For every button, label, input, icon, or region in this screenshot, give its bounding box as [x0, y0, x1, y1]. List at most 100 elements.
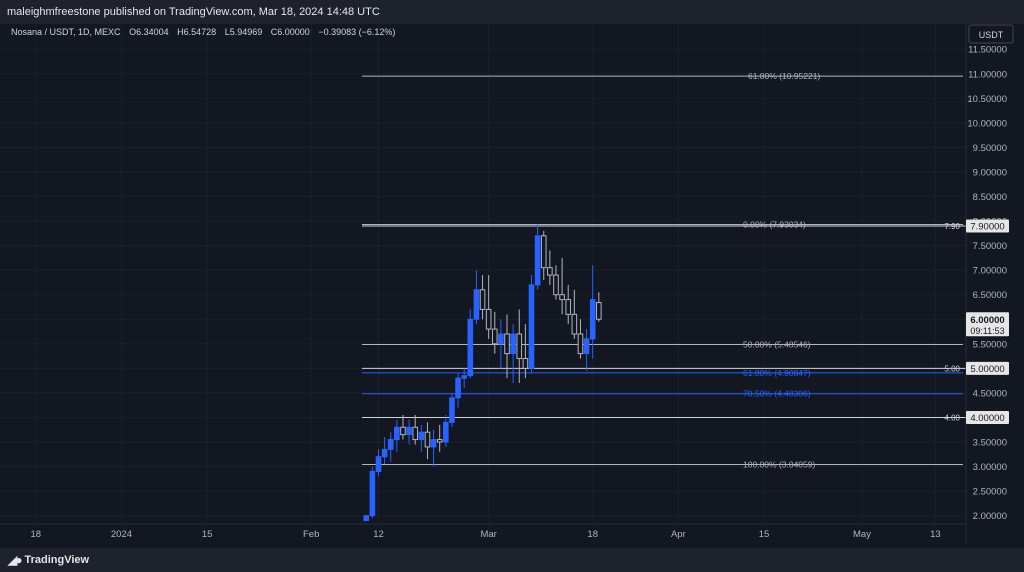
candle[interactable]: [406, 419, 412, 445]
legend-high: 6.54728: [184, 27, 217, 37]
current-price-label: 6.00000: [970, 315, 1004, 326]
y-tick-label: 2.50000: [973, 487, 1007, 498]
x-tick-label: Mar: [480, 529, 496, 540]
candle[interactable]: [430, 429, 437, 467]
candle[interactable]: [387, 432, 394, 462]
candle[interactable]: [473, 270, 480, 325]
x-tick-label: 12: [373, 529, 384, 540]
candle-body: [498, 333, 504, 345]
candle[interactable]: [577, 319, 584, 359]
candle[interactable]: [436, 424, 443, 452]
x-tick-label: 18: [587, 529, 598, 540]
legend-symbol: Nosana / USDT, 1D, MEXC: [11, 27, 121, 37]
legend-high-label: H: [177, 27, 184, 37]
y-tick-label: 4.50000: [973, 388, 1007, 399]
candle[interactable]: [461, 368, 467, 388]
current-price-tag: [966, 312, 1009, 337]
candle[interactable]: [504, 314, 510, 379]
candle-body: [534, 235, 541, 286]
time-axis[interactable]: 18 2024 15 Feb 12 Mar 18 Apr 15 May 13: [0, 523, 966, 540]
x-tick-label: 15: [759, 529, 770, 540]
x-tick-label: 2024: [111, 529, 132, 540]
axis-price-tag: [966, 361, 1009, 375]
candle[interactable]: [412, 414, 419, 445]
footer: ◢● TradingView: [0, 548, 1024, 572]
y-tick-label: 7.00000: [973, 266, 1007, 277]
candle-body: [583, 338, 590, 355]
candle[interactable]: [596, 292, 602, 322]
legend-open-label: O: [129, 27, 136, 37]
x-tick-labels: 18 2024 15 Feb 12 Mar 18 Apr 15 May 13: [30, 529, 940, 540]
candle[interactable]: [491, 311, 498, 354]
candle-body: [430, 439, 437, 448]
x-tick-label: 13: [930, 529, 941, 540]
candle[interactable]: [553, 265, 559, 300]
candle[interactable]: [485, 275, 492, 339]
currency-button[interactable]: [968, 24, 1014, 44]
candle[interactable]: [479, 275, 486, 320]
candle-body: [363, 515, 370, 522]
candle[interactable]: [455, 373, 461, 408]
y-tick-label: 5.50000: [973, 339, 1007, 350]
candle-body: [504, 333, 510, 355]
x-tick-label: 15: [202, 529, 213, 540]
candle-body: [436, 439, 443, 443]
fib-retracement[interactable]: −61.80% (10.95221) 0.00% (7.93034) 50.00% …: [362, 71, 963, 470]
candle-body: [540, 235, 547, 269]
candle[interactable]: [559, 257, 565, 315]
axis-price-tag-label: 4.00000: [970, 413, 1004, 424]
horizontal-lines[interactable]: 7.90 5.00 4.00: [362, 222, 966, 422]
candle[interactable]: [424, 422, 431, 460]
candle-body: [473, 289, 480, 320]
candle-body: [369, 470, 376, 517]
candle[interactable]: [449, 392, 455, 428]
price-chart[interactable]: −61.80% (10.95221) 0.00% (7.93034) 50.00% …: [0, 24, 1024, 548]
candle[interactable]: [571, 289, 578, 339]
candle[interactable]: [394, 419, 400, 452]
fib-level-label: 100.00% (3.04059): [743, 460, 815, 470]
candle[interactable]: [528, 275, 535, 374]
candle[interactable]: [381, 437, 388, 465]
x-tick-label: May: [853, 529, 871, 540]
candle[interactable]: [583, 329, 590, 371]
y-tick-label: 11.00000: [968, 69, 1007, 80]
candle-body: [577, 333, 584, 355]
candle[interactable]: [522, 324, 529, 379]
candle-body: [491, 328, 498, 345]
candle[interactable]: [565, 284, 572, 325]
candle[interactable]: [498, 319, 504, 369]
candle[interactable]: [369, 466, 376, 519]
candle[interactable]: [547, 250, 553, 285]
axis-price-tag: [966, 410, 1009, 424]
candle[interactable]: [467, 309, 474, 379]
currency-label[interactable]: USDT: [979, 30, 1004, 40]
candle[interactable]: [400, 414, 406, 440]
y-tick-label: 2.00000: [973, 511, 1007, 522]
fib-level-label: 70.50% (4.48306): [743, 389, 811, 399]
candles[interactable]: [363, 224, 602, 522]
y-tick-label: 7.50000: [973, 241, 1007, 252]
candle[interactable]: [516, 309, 523, 384]
candle[interactable]: [375, 449, 382, 477]
legend-low-label: L: [225, 27, 230, 37]
y-tick-label: 8.50000: [973, 192, 1007, 203]
candle[interactable]: [418, 424, 425, 452]
candle-body: [381, 448, 388, 458]
candle-body: [559, 294, 565, 301]
candle[interactable]: [363, 515, 370, 522]
candle[interactable]: [534, 224, 541, 290]
horizontal-line-label: 4.00: [944, 413, 960, 422]
candle-body: [596, 302, 602, 320]
y-tick-label: 10.00000: [967, 118, 1007, 129]
candle-body: [467, 318, 474, 377]
candle[interactable]: [540, 230, 547, 280]
price-axis[interactable]: USDT 11.50000 11.00000 10.50000 10.00000 9.5…: [965, 24, 1024, 544]
candle[interactable]: [510, 324, 516, 384]
candle-body: [547, 267, 553, 276]
legend-open: 6.34004: [136, 27, 169, 37]
y-tick-label: 3.00000: [973, 462, 1007, 473]
candle-body: [479, 289, 486, 310]
candle[interactable]: [443, 414, 449, 447]
tradingview-brand[interactable]: ◢● TradingView: [8, 553, 89, 567]
candle[interactable]: [589, 265, 596, 359]
